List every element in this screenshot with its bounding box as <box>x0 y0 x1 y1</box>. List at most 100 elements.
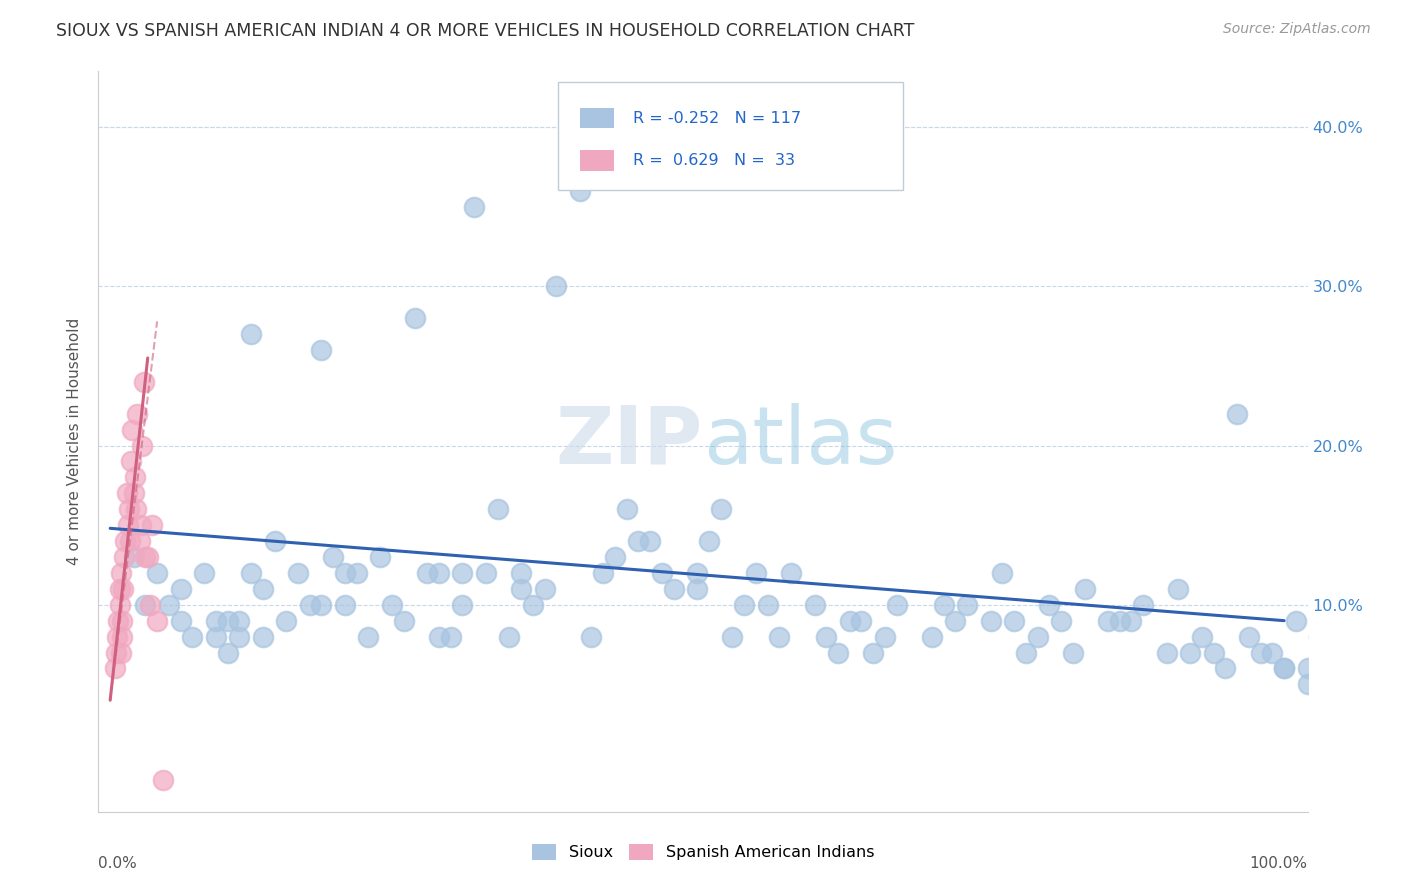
Point <box>263 534 285 549</box>
Point <box>651 566 673 580</box>
Point <box>1285 614 1308 628</box>
Point <box>125 502 148 516</box>
Point <box>498 630 520 644</box>
Point <box>1191 630 1213 644</box>
Point <box>228 630 250 644</box>
Point <box>381 598 404 612</box>
Point <box>122 486 145 500</box>
Point <box>146 566 169 580</box>
Point <box>204 630 226 644</box>
Point <box>921 630 943 644</box>
Point <box>368 549 391 564</box>
Point <box>1250 646 1272 660</box>
Point <box>311 343 333 357</box>
Point <box>1378 661 1400 675</box>
Point <box>1296 661 1319 675</box>
Point <box>1320 646 1343 660</box>
Point <box>780 566 803 580</box>
Point <box>851 614 873 628</box>
Point <box>120 454 142 468</box>
Point <box>104 661 127 675</box>
Point <box>932 598 955 612</box>
Point <box>1272 661 1295 675</box>
Point <box>217 646 239 660</box>
FancyBboxPatch shape <box>558 82 903 190</box>
Point <box>110 646 132 660</box>
Point <box>1156 646 1178 660</box>
Point <box>838 614 860 628</box>
Point <box>112 549 135 564</box>
Point <box>1108 614 1130 628</box>
Text: SIOUX VS SPANISH AMERICAN INDIAN 4 OR MORE VEHICLES IN HOUSEHOLD CORRELATION CHA: SIOUX VS SPANISH AMERICAN INDIAN 4 OR MO… <box>56 22 915 40</box>
Point <box>121 423 143 437</box>
Point <box>1296 677 1319 691</box>
Point <box>252 582 274 596</box>
Point <box>956 598 979 612</box>
Point <box>404 311 426 326</box>
Point <box>122 549 145 564</box>
Point <box>298 598 321 612</box>
Point <box>427 630 450 644</box>
Point <box>111 630 134 644</box>
Point <box>134 375 156 389</box>
Y-axis label: 4 or more Vehicles in Household: 4 or more Vehicles in Household <box>67 318 83 566</box>
Point <box>756 598 779 612</box>
Point <box>546 279 568 293</box>
Point <box>533 582 555 596</box>
Text: ZIP: ZIP <box>555 402 703 481</box>
Point <box>146 614 169 628</box>
Point <box>463 200 485 214</box>
Point <box>311 598 333 612</box>
Point <box>662 582 685 596</box>
Bar <box>579 150 613 170</box>
Point <box>745 566 768 580</box>
Point <box>616 502 638 516</box>
Point <box>1226 407 1249 421</box>
Point <box>427 566 450 580</box>
Point <box>333 598 356 612</box>
Point <box>108 582 131 596</box>
Point <box>152 772 174 787</box>
Point <box>127 407 149 421</box>
Point <box>733 598 755 612</box>
Point <box>252 630 274 644</box>
Point <box>1343 646 1365 660</box>
Point <box>134 549 156 564</box>
Point <box>105 646 128 660</box>
Point <box>112 582 135 596</box>
Point <box>114 534 136 549</box>
Point <box>1202 646 1225 660</box>
Point <box>1073 582 1095 596</box>
Point <box>475 566 498 580</box>
Point <box>1038 598 1060 612</box>
Point <box>1132 598 1154 612</box>
Point <box>592 566 614 580</box>
Point <box>710 502 733 516</box>
Point <box>131 438 153 452</box>
Point <box>803 598 825 612</box>
Point <box>124 470 146 484</box>
Point <box>1237 630 1260 644</box>
Point <box>129 518 152 533</box>
Point <box>873 630 896 644</box>
Point <box>193 566 215 580</box>
Point <box>117 518 139 533</box>
Point <box>120 534 142 549</box>
Text: R =  0.629   N =  33: R = 0.629 N = 33 <box>633 153 794 168</box>
Point <box>322 549 344 564</box>
Point <box>1261 646 1284 660</box>
Point <box>522 598 544 612</box>
Text: 0.0%: 0.0% <box>98 856 138 871</box>
Point <box>1391 661 1406 675</box>
Legend: Sioux, Spanish American Indians: Sioux, Spanish American Indians <box>526 838 880 867</box>
Text: R = -0.252   N = 117: R = -0.252 N = 117 <box>633 111 801 126</box>
Point <box>157 598 180 612</box>
Point <box>638 534 661 549</box>
Point <box>603 549 626 564</box>
Point <box>1062 646 1084 660</box>
Point <box>1331 677 1354 691</box>
Point <box>118 502 141 516</box>
Point <box>1015 646 1038 660</box>
Point <box>439 630 461 644</box>
Point <box>169 614 191 628</box>
